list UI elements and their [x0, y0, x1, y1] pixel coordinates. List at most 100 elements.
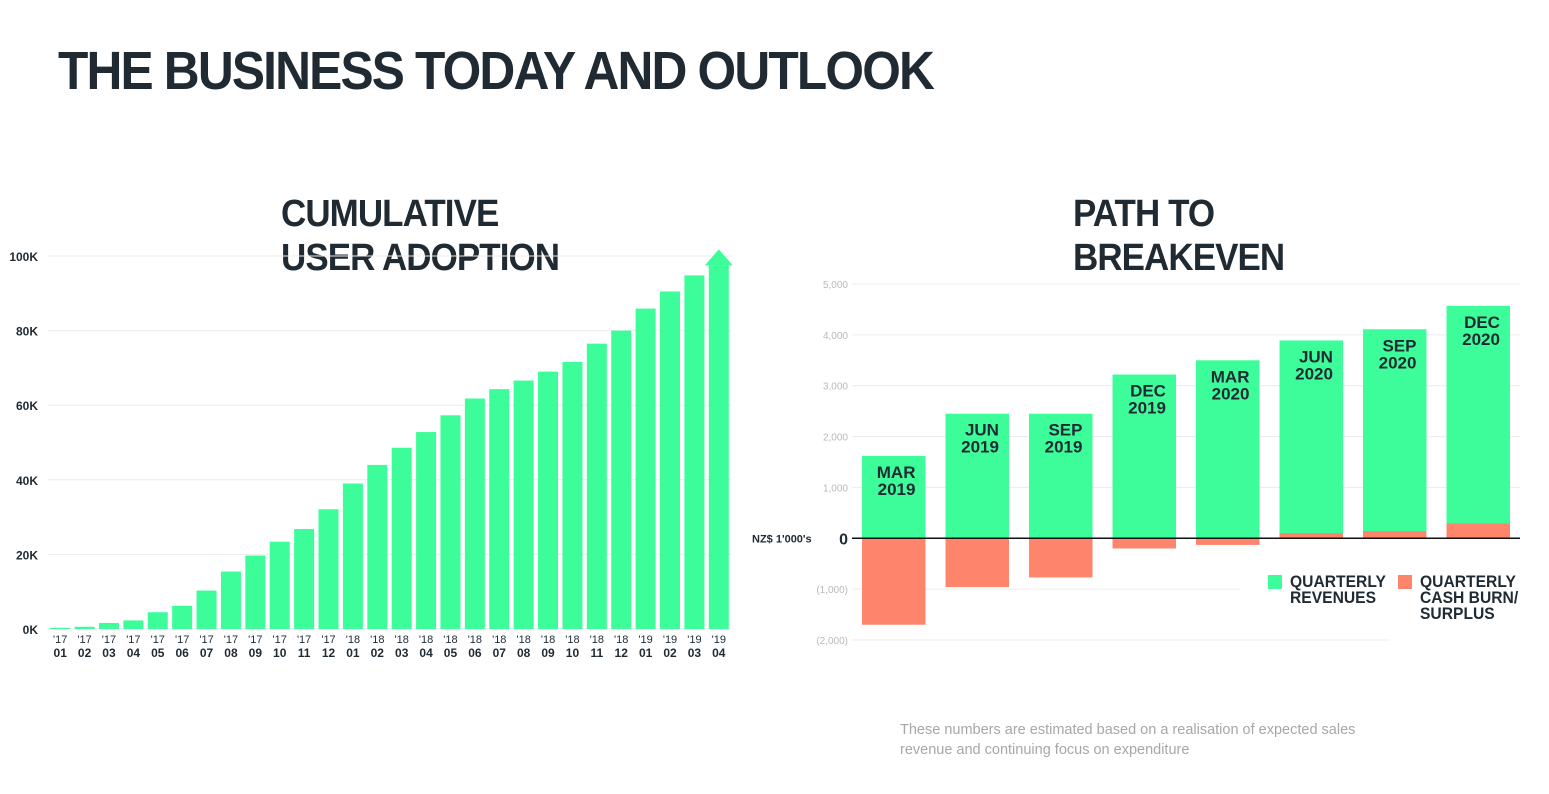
adoption-x-tick-month: 11 [590, 646, 603, 660]
adoption-bar [635, 308, 656, 629]
adoption-x-tick-year: '18 [370, 634, 384, 646]
revenue-bar [945, 413, 1009, 539]
adoption-y-tick-label: 40K [16, 474, 38, 488]
breakeven-bar-label-month: DEC [1130, 382, 1166, 401]
adoption-x-tick-year: '17 [273, 634, 287, 646]
breakeven-title-line-2: BREAKEVEN [1073, 237, 1285, 279]
adoption-bar [684, 275, 705, 629]
adoption-x-tick-year: '18 [492, 634, 506, 646]
adoption-bar [708, 265, 729, 629]
adoption-bar [123, 620, 144, 629]
revenue-bar [862, 455, 926, 539]
breakeven-y-tick-label: 5,000 [823, 280, 848, 291]
adoption-x-tick-year: '17 [102, 634, 116, 646]
breakeven-bar-label-month: SEP [1048, 421, 1082, 440]
adoption-x-tick-year: '18 [590, 634, 604, 646]
breakeven-y-axis-label: NZ$ 1'000's [752, 533, 812, 545]
adoption-bar [513, 380, 534, 629]
adoption-x-tick-month: 02 [663, 646, 677, 660]
cash-surplus-bar [1363, 531, 1427, 539]
breakeven-title-line-1: PATH TO [1073, 193, 1215, 235]
adoption-bar [464, 398, 485, 629]
footnote: These numbers are estimated based on a r… [900, 722, 1356, 758]
breakeven-bar-label-month: DEC [1464, 313, 1500, 332]
breakeven-y-tick-label: 2,000 [823, 433, 848, 444]
adoption-x-tick-month: 04 [127, 646, 141, 660]
breakeven-bar-label-year: 2019 [1045, 438, 1083, 457]
adoption-x-tick-month: 05 [444, 646, 458, 660]
adoption-x-tick-month: 09 [541, 646, 555, 660]
cash-burn-bar [862, 538, 926, 625]
breakeven-bar-label-year: 2019 [1128, 399, 1166, 418]
adoption-x-tick-month: 02 [371, 646, 385, 660]
breakeven-bar-label-month: SEP [1382, 336, 1416, 355]
adoption-bar [74, 626, 95, 629]
adoption-x-tick-month: 03 [395, 646, 409, 660]
cash-burn-bar [945, 538, 1009, 588]
adoption-bar [318, 509, 339, 629]
breakeven-bar-label-year: 2019 [878, 480, 916, 499]
adoption-x-tick-year: '18 [516, 634, 530, 646]
adoption-x-tick-month: 11 [298, 646, 311, 660]
legend-label-cash-burn: QUARTERLY CASH BURN/ SURPLUS [1420, 572, 1519, 623]
adoption-bar [342, 483, 363, 629]
adoption-x-tick-year: '17 [297, 634, 311, 646]
legend-item-revenues: QUARTERLY REVENUES [1268, 572, 1394, 607]
adoption-x-tick-year: '17 [53, 634, 67, 646]
legend-label-revenues: QUARTERLY REVENUES [1290, 572, 1386, 607]
adoption-x-tick-year: '18 [541, 634, 555, 646]
cash-burn-bar [1112, 538, 1176, 549]
cash-surplus-bar [1446, 523, 1510, 539]
adoption-x-tick-year: '17 [248, 634, 262, 646]
breakeven-bar-label-year: 2020 [1212, 384, 1250, 403]
adoption-y-tick-label: 100K [9, 250, 38, 264]
adoption-bar [391, 447, 412, 629]
breakeven-bar-label-month: JUN [965, 421, 999, 440]
adoption-x-tick-year: '18 [346, 634, 360, 646]
adoption-bar [586, 343, 607, 629]
cash-burn-bar [1196, 538, 1260, 545]
adoption-x-tick-year: '18 [468, 634, 482, 646]
adoption-x-tick-year: '17 [224, 634, 238, 646]
breakeven-y-tick-label: (2,000) [816, 636, 848, 647]
breakeven-y-tick-zero: 0 [839, 531, 848, 548]
breakeven-bar-label-month: MAR [1211, 367, 1250, 386]
adoption-x-tick-month: 05 [151, 646, 165, 660]
adoption-x-tick-year: '17 [126, 634, 140, 646]
breakeven-y-tick-label: (1,000) [816, 585, 848, 596]
adoption-bar [50, 627, 71, 629]
adoption-x-tick-month: 06 [468, 646, 482, 660]
legend-swatch-revenues [1268, 575, 1282, 589]
adoption-x-tick-year: '18 [443, 634, 457, 646]
adoption-x-tick-month: 07 [493, 646, 507, 660]
adoption-x-tick-year: '19 [663, 634, 677, 646]
breakeven-bar-label-year: 2020 [1379, 353, 1417, 372]
cash-burn-bar [1029, 538, 1093, 578]
revenue-bar [1112, 374, 1176, 539]
adoption-x-tick-month: 04 [419, 646, 433, 660]
breakeven-bar-label-year: 2020 [1462, 330, 1500, 349]
adoption-x-tick-month: 01 [54, 646, 68, 660]
adoption-x-tick-year: '17 [151, 634, 165, 646]
adoption-bar [147, 612, 168, 629]
adoption-y-tick-label: 80K [16, 325, 38, 339]
adoption-bar [416, 432, 437, 629]
adoption-x-tick-month: 02 [78, 646, 92, 660]
breakeven-y-tick-label: 1,000 [823, 483, 848, 494]
adoption-x-tick-month: 09 [249, 646, 263, 660]
breakeven-bar-label-year: 2020 [1295, 364, 1333, 383]
adoption-bar [660, 291, 681, 629]
adoption-bar [294, 529, 315, 629]
adoption-bar [220, 571, 241, 629]
adoption-bar [562, 361, 583, 629]
adoption-y-tick-label: 0K [23, 623, 39, 637]
adoption-bar [269, 541, 290, 629]
breakeven-y-tick-label: 3,000 [823, 382, 848, 393]
page-title: THE BUSINESS TODAY AND OUTLOOK [58, 41, 935, 101]
revenue-bar [1029, 413, 1093, 539]
adoption-x-tick-year: '18 [565, 634, 579, 646]
breakeven-chart-title: PATH TO BREAKEVEN [1073, 192, 1285, 280]
adoption-x-tick-year: '19 [687, 634, 701, 646]
adoption-x-tick-year: '17 [77, 634, 91, 646]
